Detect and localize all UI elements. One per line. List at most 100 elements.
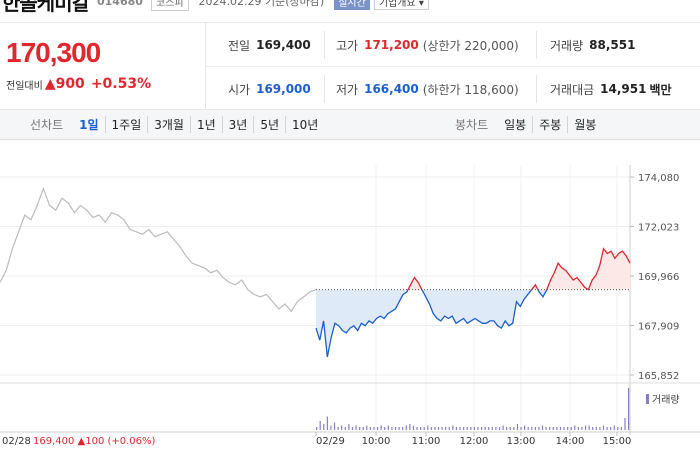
volume-bar [584, 425, 587, 430]
volume-bar [323, 424, 325, 430]
volume-bar [369, 427, 371, 430]
volume-bar [430, 427, 432, 430]
volume-bar [376, 427, 379, 430]
volume-bar [595, 427, 597, 430]
volume-bar [610, 427, 612, 430]
open-value: 169,000 [256, 82, 311, 96]
stock-name: 한솔케미칼 [2, 0, 90, 15]
volume-bar [541, 425, 544, 430]
volume-bar [351, 427, 354, 430]
volume-bar [452, 425, 454, 430]
volume-bar [570, 427, 572, 430]
volume-bar [628, 388, 630, 430]
volume-bar [362, 427, 364, 430]
volume-bar [509, 427, 511, 430]
volume-bar [602, 425, 605, 430]
volume-bar [405, 425, 407, 430]
candle-chart-title: 봉차트 [455, 118, 489, 132]
volume-bar [567, 427, 569, 430]
low-value: 166,400 [364, 82, 419, 96]
tab-10y[interactable]: 10년 [285, 116, 324, 133]
volume-bar [599, 427, 601, 430]
volume-bar [373, 427, 375, 430]
volume-bar [498, 427, 501, 430]
volume-bar [577, 427, 579, 430]
amount-label: 거래대금 [550, 82, 595, 97]
volume-bar [337, 427, 339, 430]
stock-code: 014680 [97, 0, 143, 8]
company-overview-button[interactable]: 기업개요 ▾ [373, 0, 429, 10]
tab-1d[interactable]: 1일 [79, 118, 99, 132]
volume-bar [516, 424, 519, 430]
volume-bar [359, 427, 361, 430]
prev-close-value: 169,400 [256, 38, 311, 52]
tab-3y[interactable]: 3년 [221, 116, 254, 133]
volume-bar [348, 424, 350, 430]
date-text: 2024.02.29 기준(장마감) [198, 0, 325, 8]
realtime-button[interactable]: 실시간 [334, 0, 370, 10]
tab-1w[interactable]: 1주일 [104, 116, 148, 133]
volume-bar [427, 425, 429, 430]
volume-bar [613, 425, 615, 430]
volume-bar [344, 427, 346, 430]
volume-bar [581, 427, 583, 430]
y-tick-label: 172,023 [638, 223, 679, 234]
volume-bar [463, 427, 465, 430]
tab-1y[interactable]: 1년 [189, 116, 222, 133]
current-price: 170,300 [6, 37, 101, 68]
title-row: 한솔케미칼 014680 코스피 2024.02.29 기준(장마감) 실시간 … [0, 0, 700, 15]
volume-bar [341, 425, 343, 430]
volume-bar [538, 427, 540, 430]
volume-bar [588, 425, 590, 430]
prev-close-label: 전일 [228, 38, 251, 53]
tab-monthly[interactable]: 월봉 [567, 116, 602, 133]
volume-bar [563, 427, 565, 430]
volume-bar [466, 427, 468, 430]
volume-bar [559, 427, 562, 430]
volume-bar [330, 425, 332, 430]
price-chart[interactable]: 174,080 172,023 169,966 167,909 165,852 거래량 02… [0, 140, 700, 450]
volume-bar [549, 427, 551, 430]
volume-bar [556, 427, 558, 430]
chart-tab-bar: 선차트 1일 1주일 3개월 1년 3년 5년 10년 봉차트 일봉 주봉 월봉 [0, 110, 700, 140]
volume-bar [513, 427, 515, 430]
volume-bar [316, 427, 318, 430]
current-price-panel: 170,300 전일대비 ▲900 +0.53% [0, 23, 206, 111]
price-info-grid: 전일 169,400 고가 171,200 (상한가 220,000) 거래량 … [206, 23, 700, 111]
high-cell: 고가 171,200 (상한가 220,000) [336, 23, 519, 67]
volume-bar [455, 427, 458, 430]
chart-svg: 174,080 172,023 169,966 167,909 165,852 거래량 02… [0, 165, 700, 447]
market-badge: 코스피 [150, 0, 189, 11]
price-block: 170,300 전일대비 ▲900 +0.53% 전일 169,400 고가 1… [0, 22, 700, 111]
divider [536, 31, 537, 59]
volume-bar [534, 427, 536, 430]
open-label: 시가 [228, 82, 251, 97]
volume-bar [606, 427, 608, 430]
prev-day-summary: 169,400 ▲100 (+0.06%) [33, 436, 156, 447]
volume-bar [527, 427, 529, 430]
volume-bar [380, 425, 382, 430]
tab-daily[interactable]: 일봉 [504, 118, 527, 132]
volume-bar [402, 427, 404, 430]
info-row-2: 시가 169,000 저가 166,400 (하한가 118,600) 거래대금… [206, 67, 700, 111]
volume-bar [448, 427, 450, 430]
y-tick-label: 169,966 [638, 272, 679, 283]
tab-weekly[interactable]: 주봉 [532, 116, 567, 133]
volume-bar [470, 427, 472, 430]
volume-bar [459, 427, 461, 430]
divider [324, 31, 325, 59]
upper-limit: (상한가 220,000) [422, 38, 519, 53]
info-row-1: 전일 169,400 고가 171,200 (상한가 220,000) 거래량 … [206, 23, 700, 67]
volume-bar [495, 427, 497, 430]
tab-3m[interactable]: 3개월 [147, 116, 190, 133]
low-cell: 저가 166,400 (하한가 118,600) [336, 67, 519, 111]
x-tick-label: 15:00 [603, 436, 632, 447]
volume-value: 88,551 [589, 38, 636, 52]
volume-bar [437, 427, 440, 430]
x-tick-label: 10:00 [362, 436, 391, 447]
volume-bar [355, 425, 357, 430]
open-cell: 시가 169,000 [228, 67, 311, 111]
amount-cell: 거래대금 14,951 백만 [550, 67, 672, 111]
low-label: 저가 [336, 82, 359, 97]
tab-5y[interactable]: 5년 [253, 116, 285, 133]
